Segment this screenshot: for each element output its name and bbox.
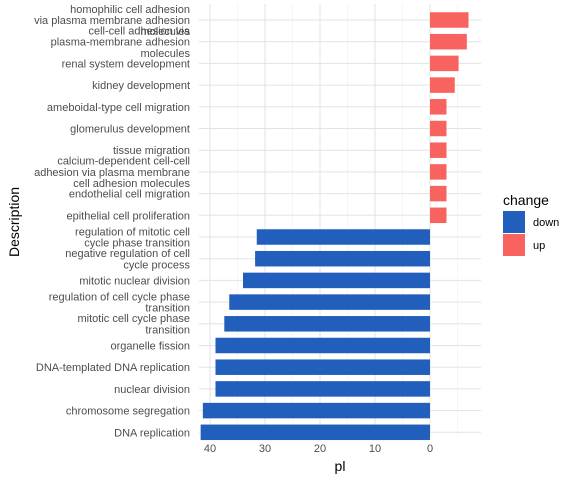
x-tick-label: 30 <box>259 443 271 455</box>
y-tick-label: DNA replication <box>114 427 190 439</box>
legend-swatch-up <box>503 234 525 256</box>
y-tick-label: kidney development <box>92 80 190 92</box>
y-tick-label: tissue migration <box>113 145 190 157</box>
legend-label-down: down <box>533 217 559 229</box>
legend-label-up: up <box>533 240 545 252</box>
bar-down <box>202 402 430 419</box>
y-tick-label: transition <box>145 324 190 336</box>
y-tick-label: organelle fission <box>111 341 191 353</box>
y-tick-label: endothelial cell migration <box>69 189 190 201</box>
y-tick-label: renal system development <box>62 58 190 70</box>
bars <box>200 12 469 441</box>
bar-down <box>215 381 430 397</box>
y-tick-label: cell-cell adhesion via <box>89 26 191 38</box>
y-tick-label: adhesion via plasma membrane <box>34 167 190 179</box>
legend-title: change <box>503 192 549 208</box>
x-tick-label: 0 <box>427 443 433 455</box>
bar-up <box>430 142 447 158</box>
bar-up <box>430 207 447 224</box>
y-tick-label: negative regulation of cell <box>65 248 190 260</box>
bar-down <box>256 229 430 245</box>
x-tick-label: 40 <box>204 443 216 455</box>
y-tick-label: epithelial cell proliferation <box>66 210 190 222</box>
x-axis-title: pl <box>335 458 346 474</box>
bar-down <box>243 272 430 289</box>
y-tick-label: DNA-templated DNA replication <box>36 362 190 374</box>
bar-down <box>255 250 430 267</box>
bar-down <box>215 337 430 354</box>
bar-up <box>430 99 447 115</box>
x-tick-label: 10 <box>369 443 381 455</box>
y-tick-label: nuclear division <box>114 384 190 396</box>
y-tick-label: cycle phase transition <box>84 238 190 250</box>
bar-up <box>430 55 459 72</box>
y-tick-label: transition <box>145 303 190 315</box>
y-tick-label: cell adhesion molecules <box>73 178 190 190</box>
bar-up <box>430 77 455 93</box>
x-tick-labels: 40 30 20 10 0 <box>204 443 433 455</box>
bar-down <box>215 359 430 375</box>
y-tick-label: via plasma membrane adhesion <box>34 15 190 27</box>
bar-up <box>430 185 447 202</box>
legend: change down up <box>503 192 559 256</box>
y-tick-label: regulation of mitotic cell <box>75 226 190 238</box>
bar-down <box>224 316 430 332</box>
y-axis-title: Description <box>6 187 22 257</box>
y-tick-label: cycle process <box>123 259 190 271</box>
x-tick-label: 20 <box>314 443 326 455</box>
bar-down <box>229 294 430 310</box>
y-tick-label: glomerulus development <box>70 124 190 136</box>
y-tick-label: mitotic cell cycle phase <box>78 313 191 325</box>
y-tick-label: ameboidal-type cell migration <box>47 102 190 114</box>
y-tick-label: homophilic cell adhesion <box>70 4 190 16</box>
y-tick-label: mitotic nuclear division <box>79 275 190 287</box>
y-tick-label: calcium-dependent cell-cell <box>57 156 190 168</box>
bar-down <box>200 424 430 441</box>
y-tick-label: molecules <box>140 26 190 38</box>
bar-up <box>430 120 447 137</box>
y-tick-label: chromosome segregation <box>66 406 190 418</box>
y-tick-label: plasma-membrane adhesion <box>51 37 190 49</box>
y-tick-label: regulation of cell cycle phase <box>49 292 190 304</box>
y-tick-label: molecules <box>140 48 190 60</box>
bar-up <box>430 12 469 28</box>
bar-up <box>430 164 447 180</box>
bar-up <box>430 33 467 50</box>
legend-swatch-down <box>503 211 525 233</box>
